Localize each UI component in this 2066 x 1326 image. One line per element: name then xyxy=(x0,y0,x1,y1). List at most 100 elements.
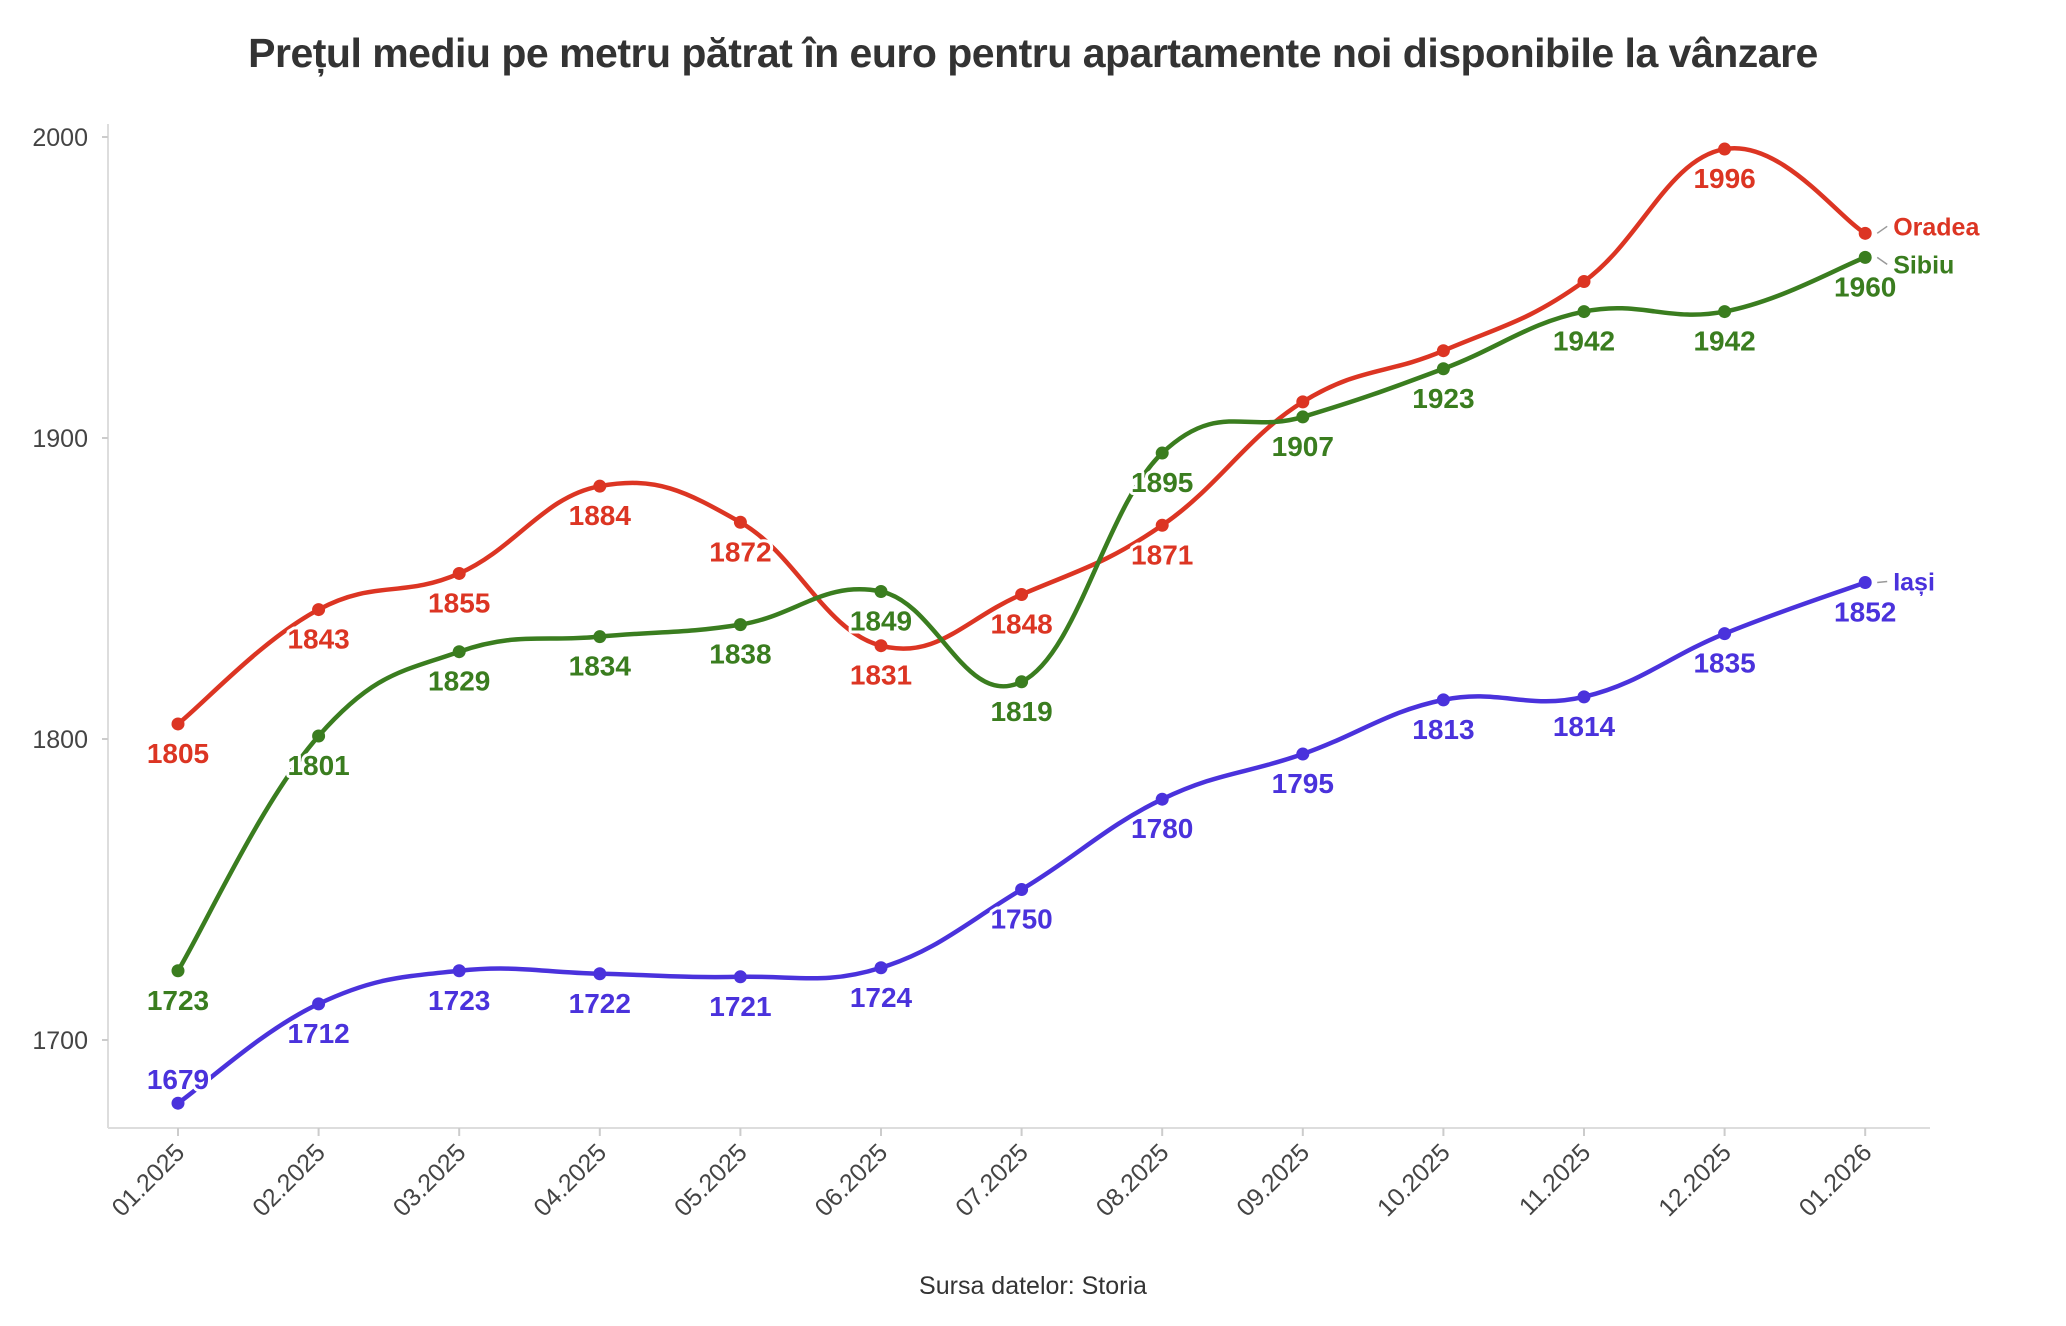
y-tick-label: 1700 xyxy=(32,1027,88,1055)
source-note: Sursa datelor: Storia xyxy=(919,1272,1147,1300)
data-point-sibiu xyxy=(1577,305,1591,319)
data-point-iasi xyxy=(312,997,326,1011)
data-label-iasi: 1712 xyxy=(287,1018,349,1049)
data-label-oradea: 1884 xyxy=(569,500,632,531)
data-point-sibiu xyxy=(733,618,747,632)
data-label-oradea: 1831 xyxy=(850,660,912,691)
x-tick-label: 05.2025 xyxy=(669,1138,753,1222)
data-labels: 1805 1843 1855 1884 1872 1831 1848 1871 1996 Orad… xyxy=(144,160,1981,1098)
data-label-sibiu: 1829 xyxy=(428,666,490,697)
y-tick-label: 2000 xyxy=(32,124,88,152)
data-label-sibiu: 1895 xyxy=(1131,467,1193,498)
y-tick-label: 1900 xyxy=(32,425,88,453)
data-label-iasi: 1722 xyxy=(569,988,631,1019)
data-point-sibiu xyxy=(1436,362,1450,376)
x-tick-label: 01.2026 xyxy=(1794,1138,1878,1222)
series-name-connector-sibiu xyxy=(1876,256,1888,266)
data-point-iasi xyxy=(874,961,888,975)
data-point-sibiu xyxy=(1296,410,1310,424)
x-tick-label: 04.2025 xyxy=(528,1138,612,1222)
series-name-connector-oradea xyxy=(1876,225,1888,234)
data-point-oradea xyxy=(1577,274,1591,288)
data-label-sibiu: 1923 xyxy=(1412,383,1474,414)
data-point-oradea xyxy=(874,639,888,653)
data-label-iasi: 1835 xyxy=(1693,648,1755,679)
data-label-oradea: 1871 xyxy=(1131,539,1193,570)
data-label-iasi: 1750 xyxy=(990,904,1052,935)
data-point-iasi xyxy=(1858,575,1872,589)
data-label-iasi: 1780 xyxy=(1131,813,1193,844)
data-label-sibiu: 1942 xyxy=(1553,326,1615,357)
x-tick-label: 07.2025 xyxy=(950,1138,1034,1222)
data-point-sibiu xyxy=(874,585,888,599)
x-tick-label: 01.2025 xyxy=(107,1138,191,1222)
data-point-iasi xyxy=(452,964,466,978)
x-tick-label: 08.2025 xyxy=(1091,1138,1175,1222)
data-point-sibiu xyxy=(171,964,185,978)
data-point-iasi xyxy=(1718,627,1732,641)
data-point-oradea xyxy=(593,479,607,493)
data-point-iasi xyxy=(1296,747,1310,761)
data-label-iasi: 1813 xyxy=(1412,714,1474,745)
data-point-iasi xyxy=(733,970,747,984)
data-point-sibiu xyxy=(312,729,326,743)
x-tick-label: 10.2025 xyxy=(1372,1138,1456,1222)
data-point-oradea xyxy=(312,603,326,617)
data-label-sibiu: 1834 xyxy=(569,651,632,682)
data-label-oradea: 1848 xyxy=(990,609,1052,640)
data-label-sibiu: 1819 xyxy=(990,696,1052,727)
data-label-iasi: 1852 xyxy=(1834,596,1896,627)
data-point-oradea xyxy=(733,515,747,529)
data-point-iasi xyxy=(171,1096,185,1110)
data-label-sibiu: 1838 xyxy=(709,639,771,670)
data-point-sibiu xyxy=(1015,675,1029,689)
series-name-iasi: Iași xyxy=(1893,568,1935,596)
data-label-sibiu: 1960 xyxy=(1834,271,1896,302)
data-point-oradea xyxy=(1155,518,1169,532)
data-label-oradea: 1872 xyxy=(709,536,771,567)
data-label-oradea: 1843 xyxy=(287,624,349,655)
data-point-oradea xyxy=(1015,588,1029,602)
data-point-oradea xyxy=(1858,226,1872,240)
data-label-iasi: 1724 xyxy=(850,982,913,1013)
data-point-sibiu xyxy=(1155,446,1169,460)
data-label-iasi: 1723 xyxy=(428,985,490,1016)
data-label-iasi: 1814 xyxy=(1553,711,1616,742)
data-point-iasi xyxy=(1577,690,1591,704)
data-point-oradea xyxy=(452,566,466,580)
x-tick-label: 06.2025 xyxy=(810,1138,894,1222)
data-label-iasi: 1721 xyxy=(709,991,771,1022)
series-name-connector-iasi xyxy=(1877,580,1888,584)
data-label-oradea: 1996 xyxy=(1693,163,1755,194)
series-name-sibiu: Sibiu xyxy=(1893,251,1954,279)
data-label-oradea: 1805 xyxy=(147,738,209,769)
data-point-iasi xyxy=(1015,883,1029,896)
series-name-oradea: Oradea xyxy=(1893,213,1980,241)
data-point-sibiu xyxy=(593,630,607,644)
data-label-sibiu: 1907 xyxy=(1272,431,1334,462)
x-tick-label: 12.2025 xyxy=(1653,1138,1737,1222)
x-tick-label: 09.2025 xyxy=(1231,1138,1315,1222)
data-point-iasi xyxy=(1155,792,1169,806)
data-point-iasi xyxy=(1436,693,1450,707)
data-label-sibiu: 1849 xyxy=(850,606,912,637)
x-tick-label: 02.2025 xyxy=(247,1138,331,1222)
x-tick-label: 11.2025 xyxy=(1514,1138,1596,1220)
data-point-oradea xyxy=(1718,142,1732,156)
x-tick-label: 03.2025 xyxy=(388,1138,472,1222)
data-label-sibiu: 1801 xyxy=(287,750,349,781)
data-point-oradea xyxy=(1296,395,1310,409)
data-point-sibiu xyxy=(452,645,466,659)
series-points xyxy=(171,142,1872,1110)
y-tick-label: 1800 xyxy=(32,726,88,754)
data-point-sibiu xyxy=(1858,250,1872,264)
data-label-oradea: 1855 xyxy=(428,587,490,618)
data-label-sibiu: 1942 xyxy=(1693,326,1755,357)
data-point-iasi xyxy=(593,967,607,981)
data-point-oradea xyxy=(171,717,185,731)
data-point-sibiu xyxy=(1718,305,1732,319)
data-label-sibiu: 1723 xyxy=(147,985,209,1016)
data-label-iasi: 1679 xyxy=(147,1064,209,1095)
data-point-oradea xyxy=(1436,344,1450,358)
